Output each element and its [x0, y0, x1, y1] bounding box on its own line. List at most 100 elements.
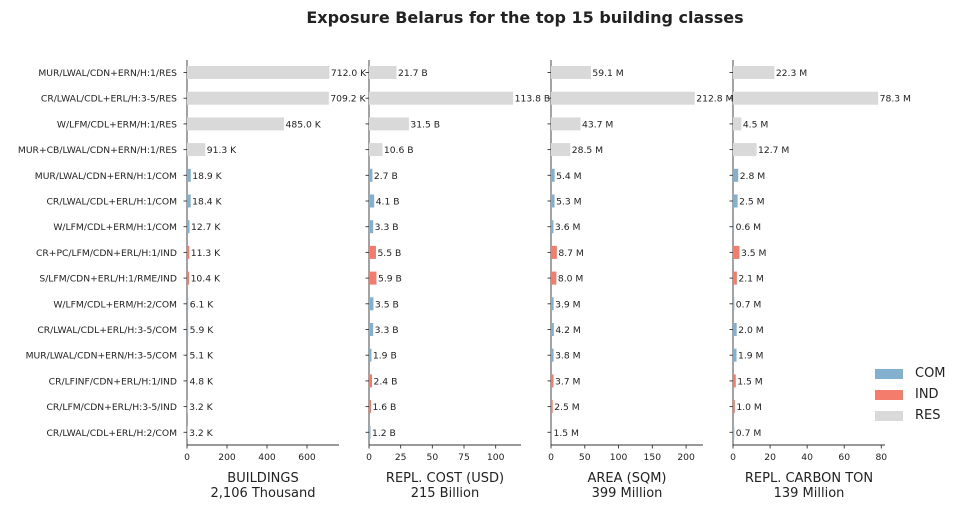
x-tick-label: 150: [644, 452, 662, 463]
bar-res: [733, 143, 757, 157]
data-label: 1.9 M: [738, 351, 764, 362]
bar-ind: [551, 271, 557, 285]
bar-com: [369, 194, 375, 208]
bar-com: [733, 297, 735, 311]
data-label: 91.3 K: [207, 145, 237, 156]
data-label: 2.4 B: [374, 376, 398, 387]
data-label: 31.5 B: [410, 119, 440, 130]
data-label: 4.1 B: [376, 197, 400, 208]
bar-com: [369, 348, 372, 362]
x-tick-label: 600: [298, 452, 316, 463]
data-label: 2.1 M: [738, 274, 764, 285]
data-label: 59.1 M: [592, 68, 623, 79]
bar-res: [551, 143, 571, 157]
legend-swatch-com: [875, 368, 903, 379]
data-label: 2.5 M: [739, 197, 765, 208]
data-label: 3.5 M: [741, 248, 767, 259]
data-label: 709.2 K: [330, 94, 366, 105]
bar-com: [551, 194, 555, 208]
data-label: 8.7 M: [558, 248, 584, 259]
bar-com: [733, 220, 735, 234]
category-label: CR/LWAL/CDL+ERL/H:1/COM: [47, 197, 178, 208]
data-label: 0.6 M: [736, 222, 762, 233]
x-tick-label: 60: [838, 452, 850, 463]
data-label: 2.5 M: [554, 402, 580, 413]
category-label: CR+PC/LFM/CDN+ERL/H:1/IND: [36, 248, 177, 259]
bar-com: [369, 297, 374, 311]
bar-ind: [187, 245, 190, 259]
bar-com: [369, 220, 374, 234]
data-label: 1.9 B: [373, 351, 397, 362]
data-label: 3.2 K: [189, 428, 214, 439]
category-label: S/LFM/CDN+ERL/H:1/RME/IND: [39, 274, 177, 285]
bar-com: [551, 323, 554, 336]
bar-com: [733, 194, 738, 208]
data-label: 43.7 M: [582, 119, 613, 130]
bar-ind: [551, 245, 557, 259]
x-tick-label: 50: [579, 452, 591, 463]
x-axis-label: BUILDINGS: [227, 471, 298, 486]
bar-res: [187, 91, 329, 105]
bar-ind: [733, 271, 737, 285]
chart-title: Exposure Belarus for the top 15 building…: [306, 8, 744, 27]
bar-com: [369, 168, 373, 182]
data-label: 18.9 K: [192, 171, 222, 182]
data-label: 28.5 M: [572, 145, 603, 156]
x-axis-total: 139 Million: [774, 486, 845, 501]
data-label: 4.2 M: [555, 325, 581, 336]
data-label: 78.3 M: [880, 94, 911, 105]
bar-ind: [733, 374, 736, 388]
x-axis-total: 2,106 Thousand: [211, 486, 316, 501]
bar-ind: [369, 271, 377, 285]
data-label: 712.0 K: [331, 68, 367, 79]
data-label: 1.2 B: [372, 428, 396, 439]
category-label: MUR/LWAL/CDN+ERN/H:3-5/COM: [26, 351, 177, 362]
data-label: 3.2 K: [189, 402, 214, 413]
bar-com: [187, 168, 191, 182]
x-axis-label: REPL. CARBON TON: [745, 471, 873, 486]
category-label: MUR+CB/LWAL/CDN+ERN/H:1/RES: [18, 145, 177, 156]
data-label: 212.8 M: [696, 94, 733, 105]
data-label: 4.5 M: [743, 119, 769, 130]
data-label: 0.7 M: [736, 299, 762, 310]
bar-com: [187, 323, 189, 336]
bar-com: [551, 168, 555, 182]
bar-com: [369, 323, 374, 336]
x-tick-label: 20: [764, 452, 776, 463]
bar-ind: [187, 271, 190, 285]
bar-com: [551, 220, 554, 234]
bar-com: [733, 425, 735, 439]
data-label: 113.8 B: [515, 94, 551, 105]
data-label: 1.0 M: [736, 402, 762, 413]
data-label: 3.3 B: [375, 325, 399, 336]
category-label: MUR/LWAL/CDN+ERN/H:1/RES: [38, 68, 177, 79]
category-label: CR/LFM/CDN+ERL/H:3-5/IND: [46, 402, 177, 413]
x-tick-label: 80: [875, 452, 887, 463]
data-label: 10.4 K: [191, 274, 221, 285]
data-label: 3.5 B: [375, 299, 399, 310]
legend-swatch-ind: [875, 389, 903, 400]
data-label: 6.1 K: [190, 299, 215, 310]
legend: COM IND RES: [875, 363, 946, 426]
data-label: 3.7 M: [555, 376, 581, 387]
data-label: 22.3 M: [776, 68, 807, 79]
category-label: W/LFM/CDL+ERM/H:1/COM: [53, 222, 177, 233]
x-axis-total: 399 Million: [592, 486, 663, 501]
data-label: 12.7 K: [191, 222, 221, 233]
data-label: 5.4 M: [556, 171, 582, 182]
x-tick-label: 25: [395, 452, 407, 463]
x-tick-label: 100: [610, 452, 628, 463]
data-label: 18.4 K: [192, 197, 222, 208]
data-label: 3.6 M: [555, 222, 581, 233]
data-label: 485.0 K: [286, 119, 322, 130]
data-label: 3.9 M: [555, 299, 581, 310]
legend-label-com: COM: [915, 366, 946, 381]
data-label: 1.5 M: [737, 376, 763, 387]
bar-com: [187, 425, 188, 439]
data-label: 2.0 M: [738, 325, 764, 336]
legend-label-ind: IND: [915, 387, 939, 402]
data-label: 8.0 M: [558, 274, 584, 285]
bar-res: [551, 91, 695, 105]
x-tick-label: 75: [458, 452, 470, 463]
bar-ind: [187, 374, 188, 388]
